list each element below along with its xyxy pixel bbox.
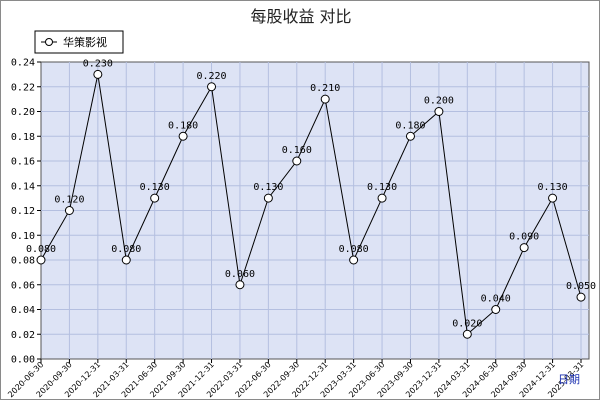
data-label: 0.080 [339, 244, 369, 255]
data-label: 0.040 [481, 294, 511, 305]
data-point-marker [576, 292, 586, 302]
y-tick-label: 0.20 [11, 107, 35, 118]
data-label: 0.210 [310, 83, 340, 94]
data-label: 0.080 [111, 244, 141, 255]
data-point-marker [405, 131, 415, 141]
chart-title: 每股收益 对比 [250, 7, 351, 26]
grid-lines [41, 62, 589, 359]
series-line [40, 74, 582, 336]
legend: 华策影视 [34, 30, 124, 54]
data-point-marker [462, 329, 472, 339]
data-label: 0.180 [395, 120, 425, 131]
y-tick-label: 0.12 [11, 206, 35, 217]
y-tick-label: 0.14 [11, 181, 35, 192]
data-point-marker [150, 193, 160, 203]
data-label: 0.130 [538, 182, 568, 193]
data-point-marker [207, 82, 217, 92]
data-point-marker [121, 255, 131, 265]
legend-box [34, 30, 124, 54]
data-point-marker [178, 131, 188, 141]
y-tick-label: 0.18 [11, 132, 35, 143]
legend-label: 华策影视 [63, 35, 107, 49]
y-tick-label: 0.10 [11, 231, 35, 242]
data-label: 0.130 [140, 182, 170, 193]
data-label: 0.060 [225, 269, 255, 280]
data-point-marker [263, 193, 273, 203]
legend-marker-icon [45, 38, 53, 46]
data-label: 0.020 [452, 318, 482, 329]
data-label: 0.120 [54, 195, 84, 206]
y-tick-label: 0.02 [11, 330, 35, 341]
data-label: 0.180 [168, 120, 198, 131]
y-tick-label: 0.22 [11, 82, 35, 93]
y-tick-label: 0.08 [11, 256, 35, 267]
data-label: 0.130 [367, 182, 397, 193]
data-point-marker [349, 255, 359, 265]
data-label: 0.080 [26, 244, 56, 255]
data-point-marker [491, 305, 501, 314]
y-axis: 0.00 0.02 0.04 0.06 0.08 0.10 0.12 0.14 0.16 0.18… [11, 58, 41, 366]
x-axis-label: 日期 [558, 373, 580, 386]
data-point-marker [64, 206, 74, 215]
data-point-marker [93, 69, 103, 79]
y-tick-label: 0.00 [11, 355, 35, 366]
y-tick-label: 0.06 [11, 280, 35, 291]
data-label: 0.220 [196, 71, 226, 82]
x-axis: 2020-06-302020-09-302020-12-312021-03-31… [6, 359, 585, 399]
data-point-marker [320, 94, 330, 104]
data-point-marker [36, 255, 46, 265]
data-label: 0.200 [424, 96, 454, 107]
data-point-marker [548, 193, 558, 203]
data-point-marker [519, 243, 529, 253]
data-label: 0.160 [282, 145, 312, 156]
data-label: 0.130 [253, 182, 283, 193]
series-group: 0.080 0.120 0.230 0.080 0.130 0.180 0.220 0.060… [26, 58, 596, 339]
data-point-marker [292, 156, 302, 166]
data-point-marker [377, 193, 387, 203]
data-point-marker [434, 107, 444, 116]
data-label: 0.230 [83, 58, 113, 69]
y-tick-label: 0.24 [11, 58, 35, 69]
data-point-marker [235, 280, 245, 290]
data-label: 0.090 [509, 232, 539, 243]
y-tick-label: 0.16 [11, 157, 35, 168]
data-label: 0.050 [566, 281, 596, 292]
y-tick-label: 0.04 [11, 305, 35, 316]
